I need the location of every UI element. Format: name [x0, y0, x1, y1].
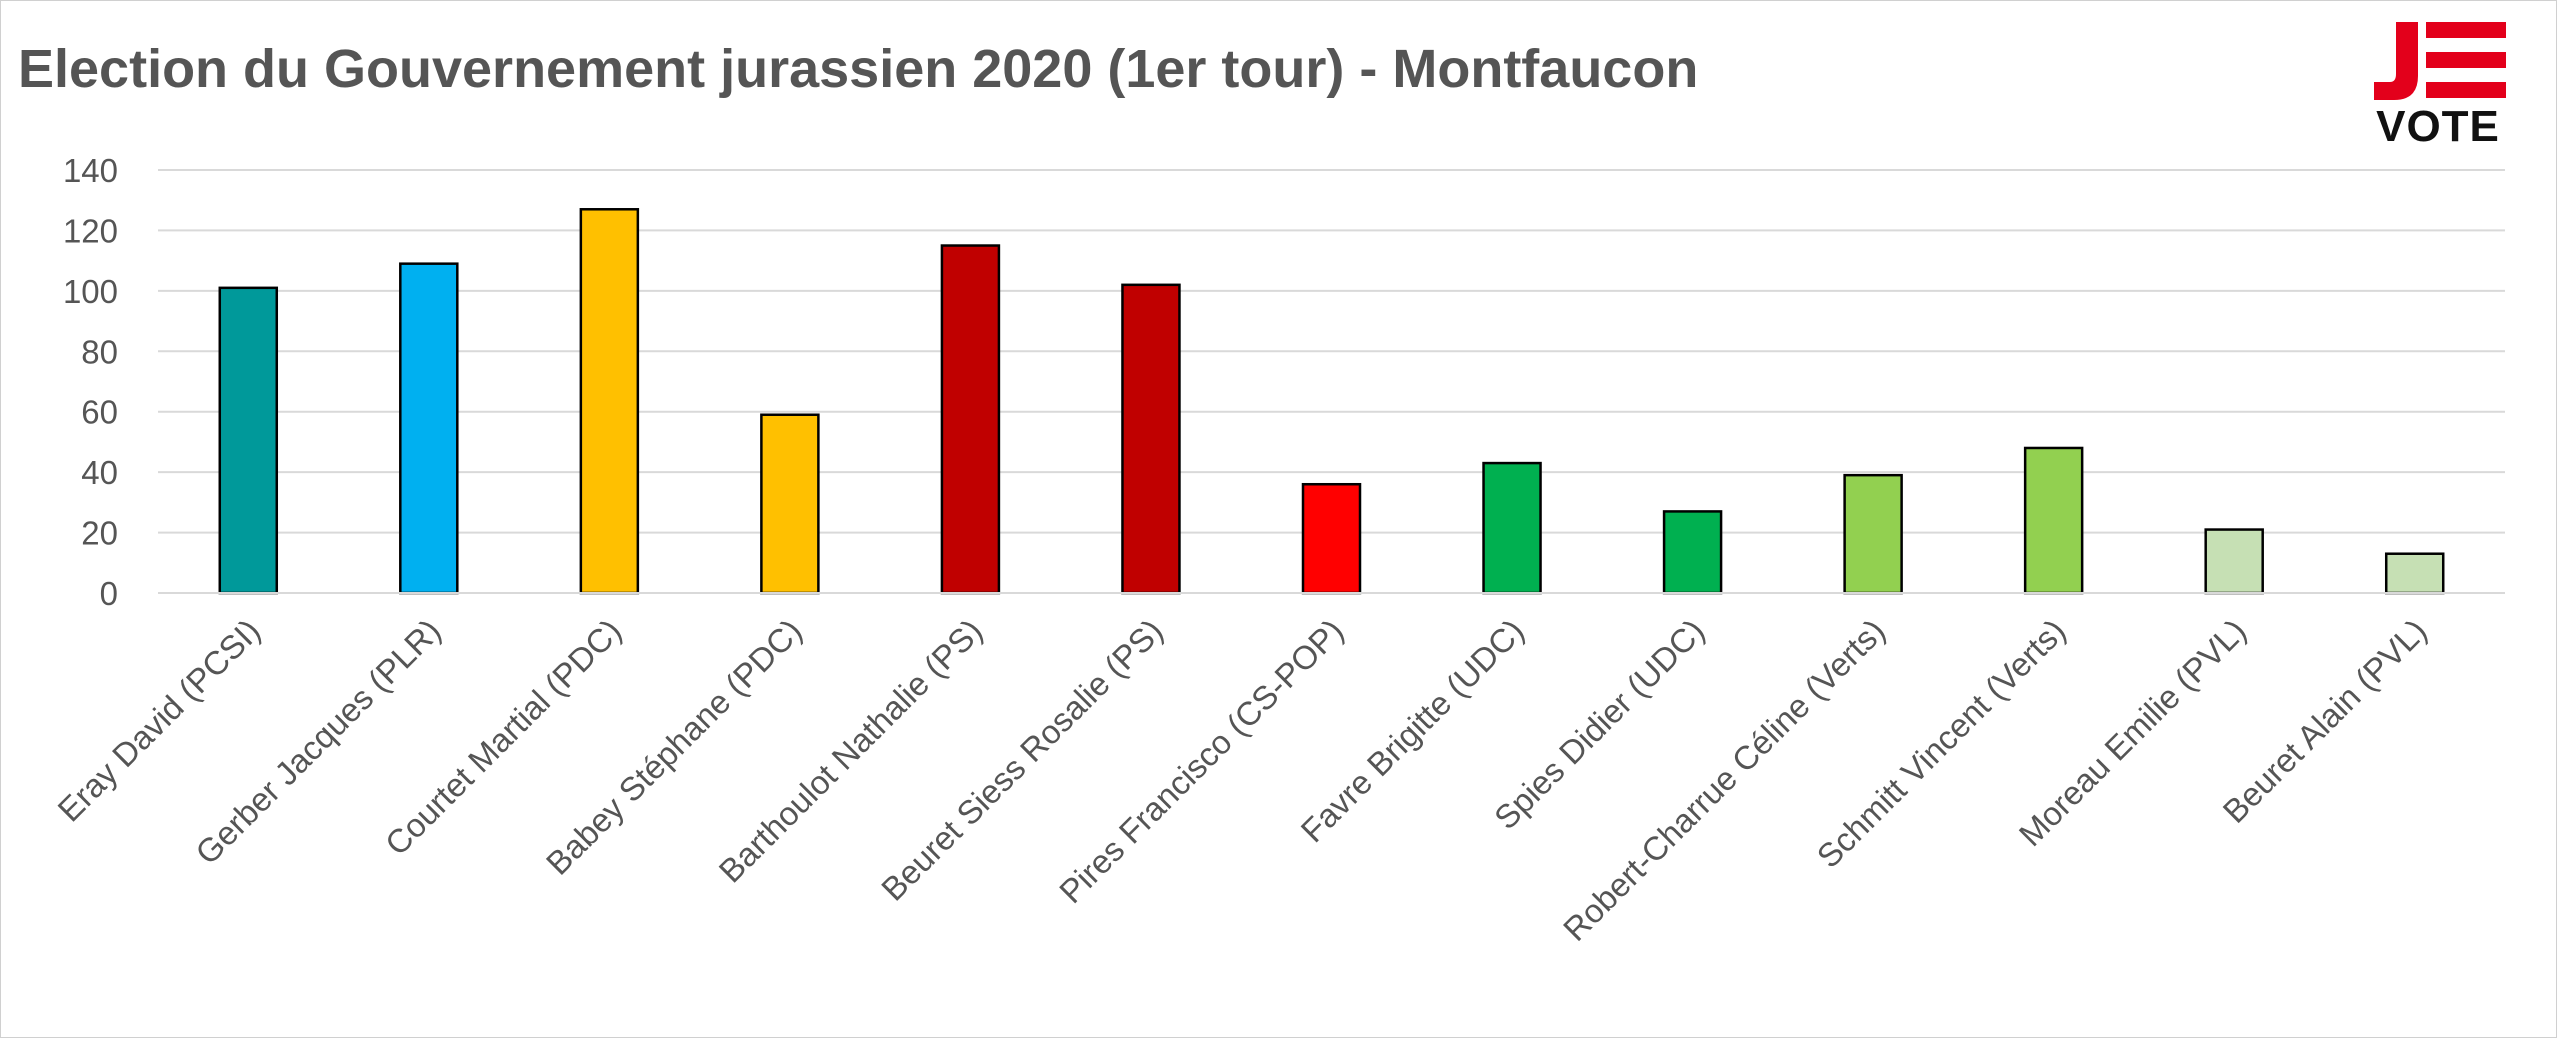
y-tick-label: 40 [81, 454, 118, 491]
category-labels: Eray David (PCSI)Gerber Jacques (PLR)Cou… [50, 612, 2433, 948]
y-axis-ticks: 0 20 40 60 80 100 120 140 [63, 152, 118, 612]
chart-title: Election du Gouvernement jurassien 2020 … [18, 39, 1699, 99]
je-vote-logo: VOTE [2368, 20, 2508, 151]
bar [1843, 473, 1903, 595]
bar [2384, 552, 2445, 595]
category-label: Robert-Charrue Céline (Verts) [1556, 612, 1892, 948]
bar [218, 286, 279, 595]
bar [940, 244, 1001, 595]
y-tick-label: 120 [63, 212, 118, 249]
bar [1121, 283, 1181, 595]
y-tick-label: 100 [63, 273, 118, 310]
bar [399, 262, 459, 595]
bar [2204, 528, 2264, 595]
bar [1482, 461, 1542, 595]
y-tick-label: 0 [100, 575, 118, 612]
category-label: Pires Francisco (CS-POP) [1052, 612, 1350, 910]
bars [218, 208, 2445, 595]
bar [1662, 510, 1723, 595]
bar [760, 413, 820, 595]
bar [1301, 482, 1362, 595]
bar [2023, 446, 2084, 595]
bar [579, 208, 640, 595]
category-label: Beuret Alain (PVL) [2216, 612, 2434, 830]
y-tick-label: 60 [81, 394, 118, 431]
logo-text: VOTE [2376, 102, 2500, 151]
y-tick-label: 80 [81, 333, 118, 370]
y-tick-label: 140 [63, 152, 118, 189]
category-label: Eray David (PCSI) [50, 612, 267, 829]
gridlines [158, 169, 2505, 534]
y-tick-label: 20 [81, 515, 118, 552]
je-logo-mark-icon [2374, 22, 2506, 100]
